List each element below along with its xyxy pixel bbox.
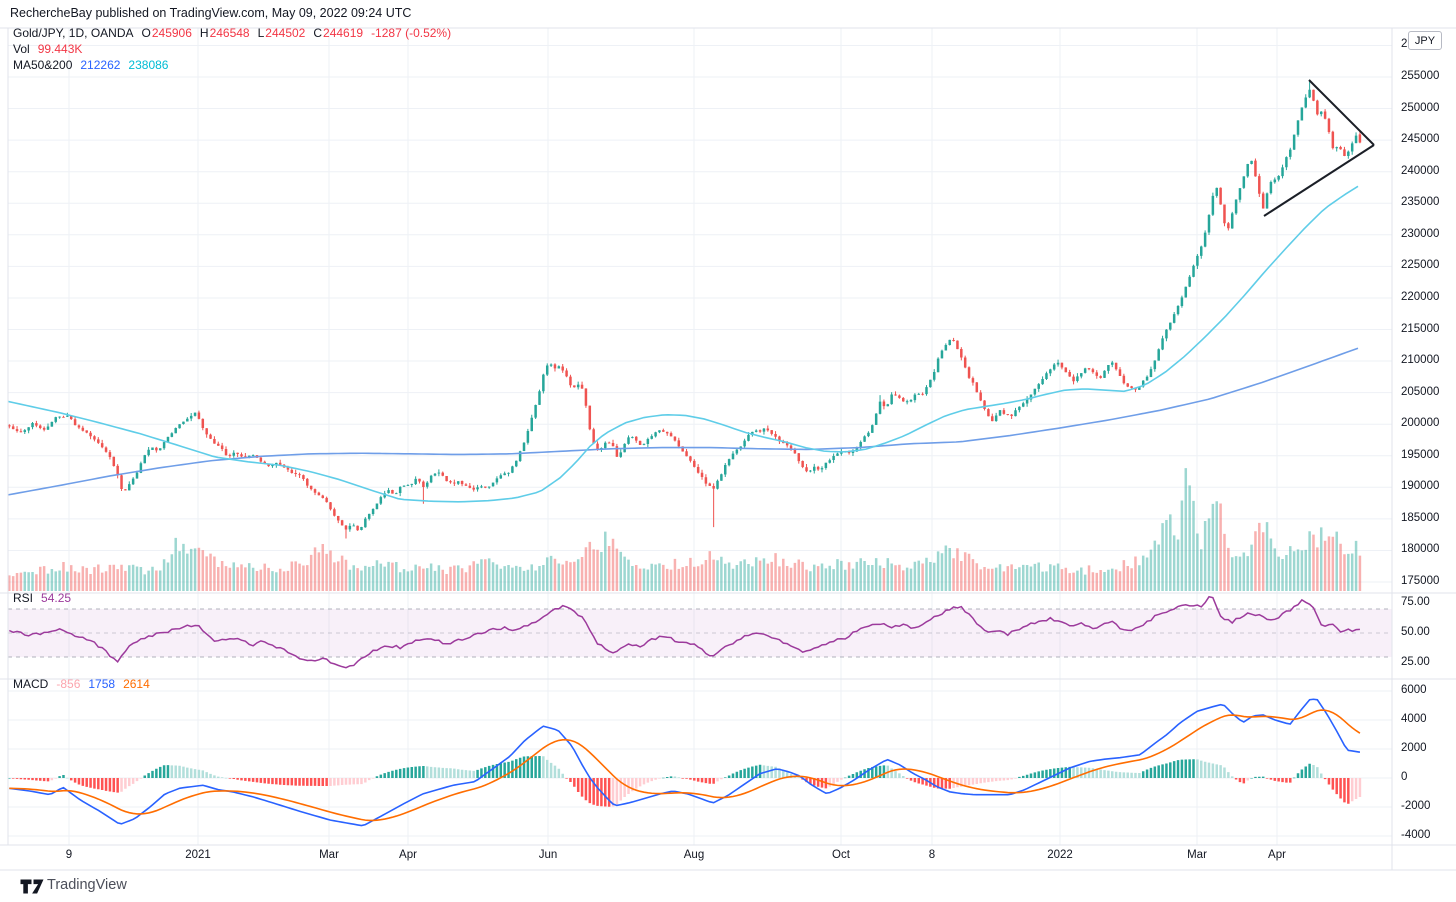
candle-wicks-up xyxy=(24,79,1357,532)
time-axis[interactable] xyxy=(0,846,1456,870)
price-axis[interactable] xyxy=(1393,28,1456,845)
candle-bodies-down xyxy=(8,89,1362,531)
rsi-line xyxy=(8,595,1360,669)
volume-bars xyxy=(8,468,1362,591)
panel-borders xyxy=(0,27,1456,871)
macd-signal-line xyxy=(9,709,1361,822)
grid-lines xyxy=(8,28,1392,845)
tradingview-logo-icon[interactable] xyxy=(20,878,44,895)
pennant-lower_line[interactable] xyxy=(1263,144,1375,217)
candlesticks xyxy=(8,79,1362,539)
candle-bodies-up xyxy=(23,89,1358,531)
ma50-line xyxy=(7,185,1359,503)
volume-down-bars xyxy=(8,503,1362,591)
pennant-upper_line[interactable] xyxy=(1308,79,1375,146)
hist-up-fall xyxy=(66,756,1323,779)
footer-brand-text[interactable]: TradingView xyxy=(47,877,127,893)
currency-toggle-button[interactable]: JPY xyxy=(1408,31,1442,50)
borders-path xyxy=(0,27,1456,871)
candle-wicks-down xyxy=(8,89,1361,539)
grid-path xyxy=(8,28,1392,845)
ma200-line xyxy=(7,347,1359,496)
pennant-annotation[interactable] xyxy=(1263,79,1375,217)
rsi-band xyxy=(8,608,1392,658)
macd-histogram xyxy=(8,756,1362,807)
